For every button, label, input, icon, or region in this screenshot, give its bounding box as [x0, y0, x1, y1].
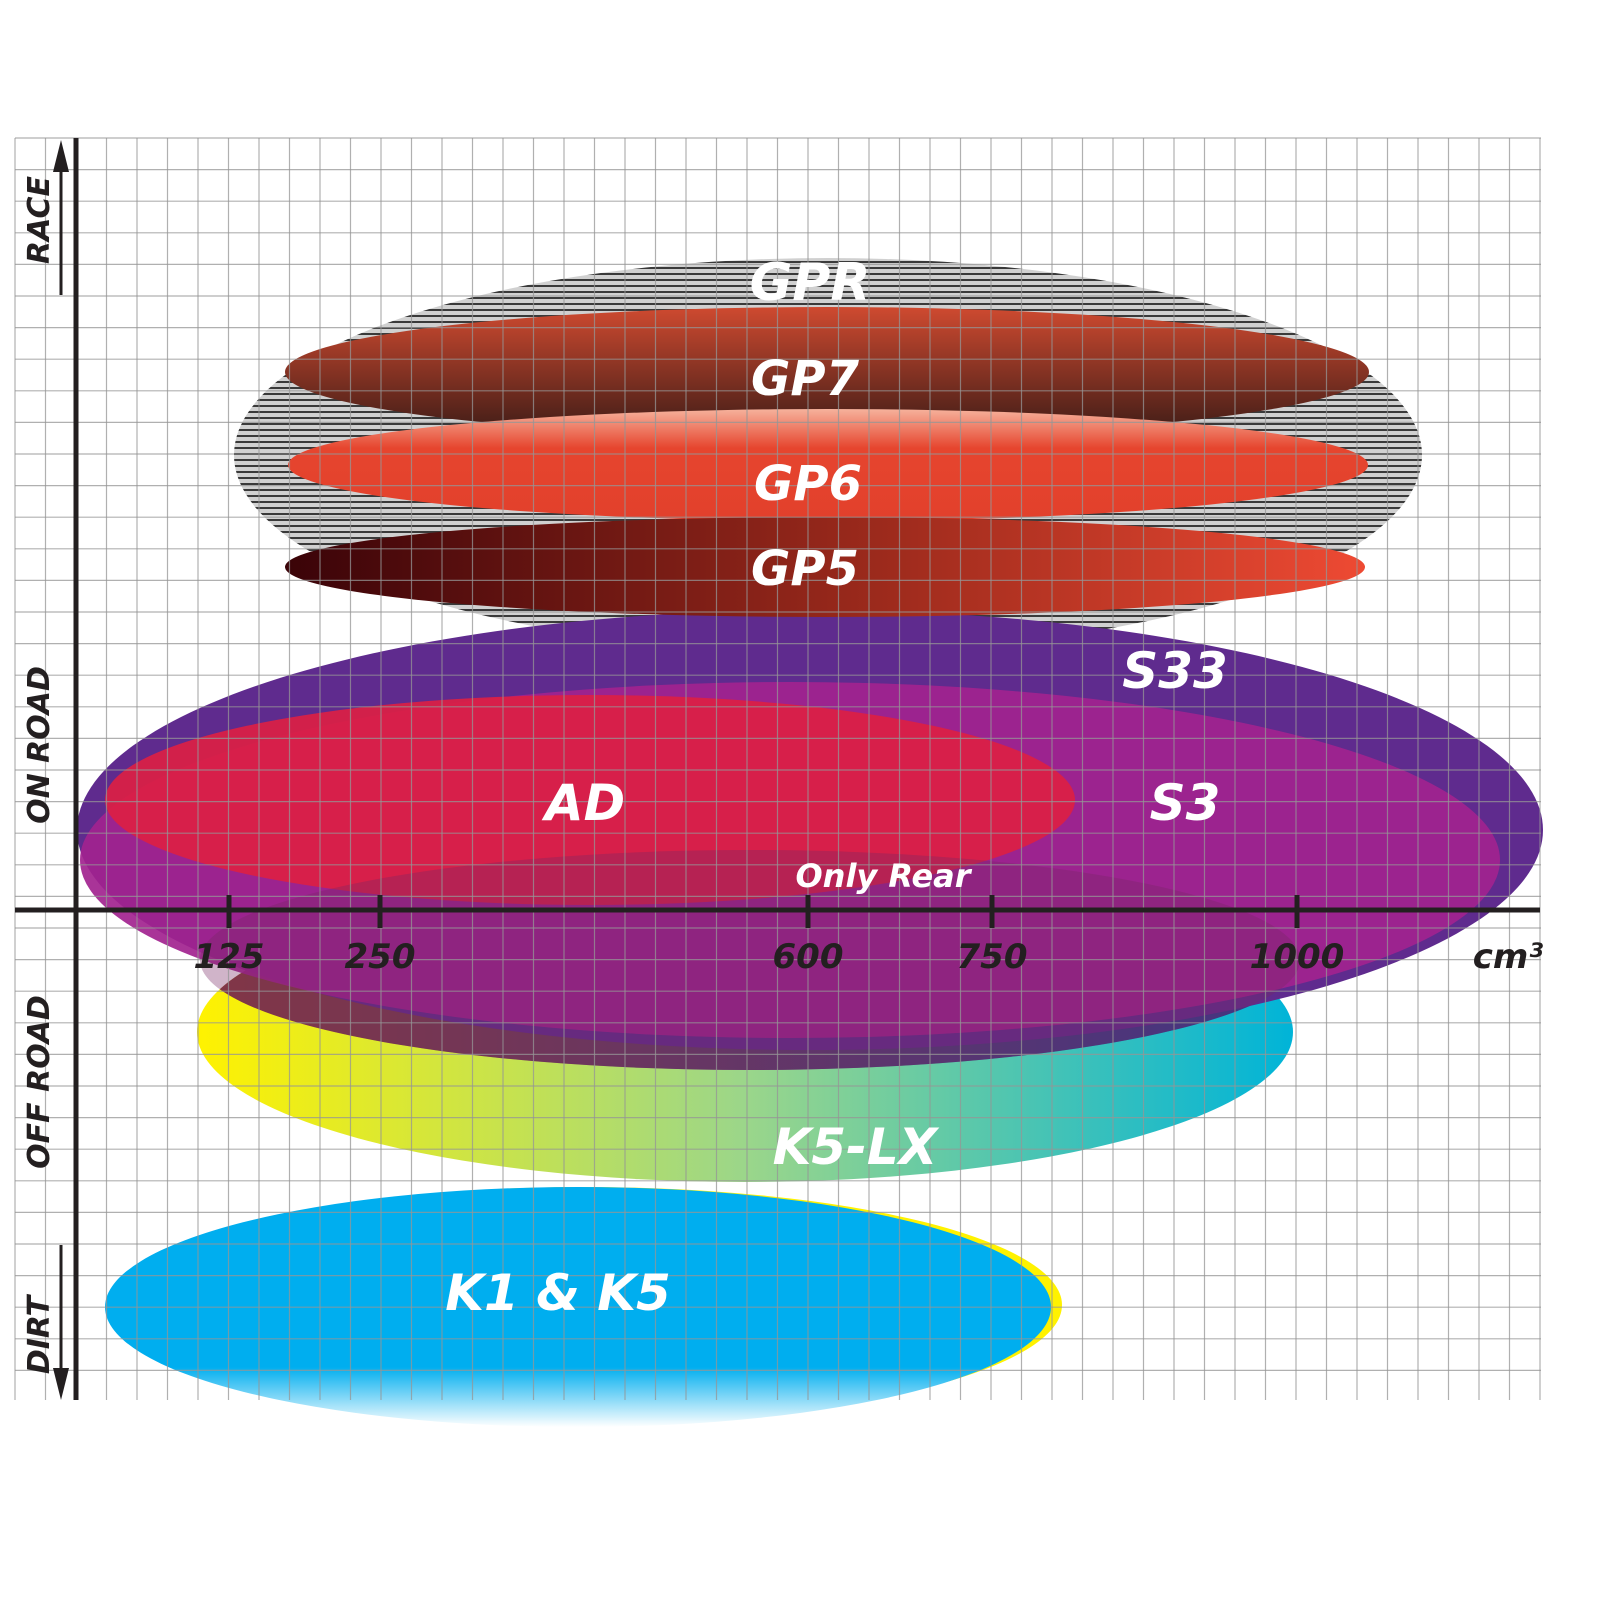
region-label-k5lx: K5-LX [773, 1118, 940, 1176]
region-label-s33: S33 [1122, 642, 1228, 700]
region-label-gp7: GP7 [751, 351, 860, 407]
y-category-race: RACE [22, 176, 57, 264]
y-category-dirt: DIRT [22, 1293, 57, 1374]
region-gp7 [285, 307, 1369, 437]
down-arrow-icon [53, 1368, 69, 1400]
region-gp6 [288, 409, 1368, 521]
labels: GPR GP7 GP6 K1 & K5 K5-LX S33 GP5 S3 AD Only Rear… [22, 176, 1543, 1375]
grid [14, 137, 1541, 1400]
axes [15, 138, 1540, 1400]
region-label-gpr: GPR [750, 253, 871, 313]
x-tick-label: 125 [194, 937, 265, 977]
regions [77, 258, 1543, 1427]
region-label-only-rear: Only Rear [795, 857, 972, 895]
region-label-s3: S3 [1150, 774, 1221, 832]
y-category-on-road: ON ROAD [22, 666, 57, 824]
region-label-gp6: GP6 [754, 456, 862, 512]
region-label-ad: AD [541, 774, 625, 832]
x-tick-label: 250 [345, 937, 416, 977]
x-axis-unit: cm³ [1473, 937, 1544, 977]
region-gp5 [285, 517, 1365, 617]
y-category-off-road: OFF ROAD [22, 995, 57, 1169]
region-label-k1k5: K1 & K5 [445, 1264, 671, 1322]
x-tick-label: 600 [773, 937, 844, 977]
region-ad [105, 695, 1075, 905]
up-arrow-icon [53, 140, 69, 172]
region-label-gp5: GP5 [751, 541, 859, 597]
x-tick-label: 1000 [1250, 937, 1345, 977]
x-tick-label: 750 [957, 937, 1028, 977]
